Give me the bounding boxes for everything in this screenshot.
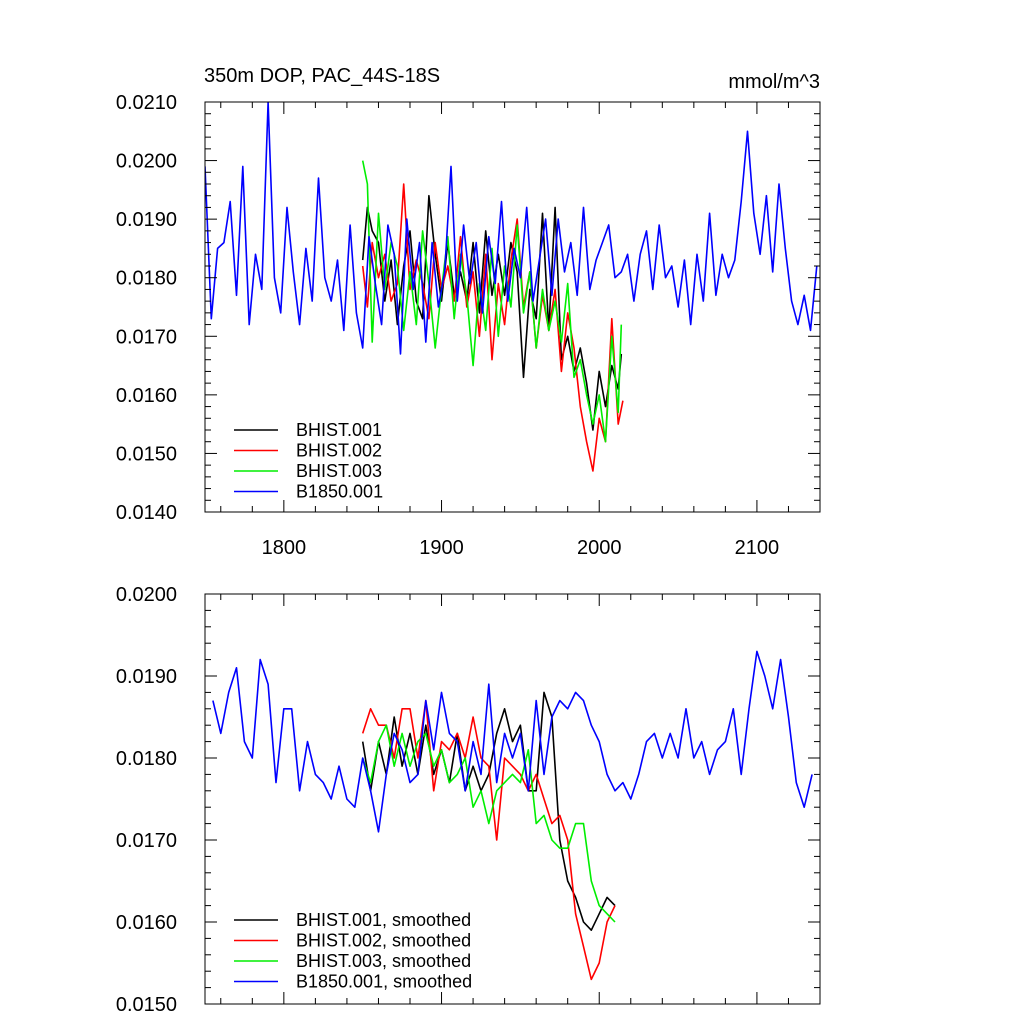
plot-frame bbox=[204, 101, 821, 513]
y-tick-label: 0.0190 bbox=[116, 209, 177, 231]
y-tick-label: 0.0200 bbox=[116, 584, 177, 606]
series-line bbox=[212, 650, 813, 833]
series-line bbox=[361, 194, 623, 431]
y-tick-label: 0.0180 bbox=[116, 268, 177, 290]
y-tick-label: 0.0140 bbox=[116, 502, 177, 524]
legend-label: B1850.001, smoothed bbox=[296, 972, 472, 992]
y-tick-label: 0.0160 bbox=[116, 385, 177, 407]
legend-label: BHIST.001, smoothed bbox=[296, 910, 471, 930]
series-line bbox=[361, 691, 616, 932]
series-line bbox=[361, 724, 616, 923]
series-group bbox=[205, 102, 818, 472]
legend-label: BHIST.002, smoothed bbox=[296, 931, 471, 951]
y-tick-label: 0.0150 bbox=[116, 994, 177, 1016]
series-group bbox=[212, 650, 813, 981]
y-tick-label: 0.0170 bbox=[116, 830, 177, 852]
units-label: mmol/m^3 bbox=[728, 71, 820, 93]
legend-label: B1850.001 bbox=[296, 482, 383, 502]
bottom-panel: 0.0150 0.0160 0.0170 0.0180 0.0190 0.0200 BHI… bbox=[116, 584, 821, 1016]
y-tick-label: 0.0160 bbox=[116, 912, 177, 934]
x-tick-label: 2100 bbox=[735, 537, 780, 559]
y-tick-label: 0.0170 bbox=[116, 326, 177, 348]
top-panel: 350m DOP, PAC_44S-18S mmol/m^3 1800 1900 2… bbox=[116, 65, 821, 559]
legend-label: BHIST.003, smoothed bbox=[296, 951, 471, 971]
x-tick-label: 1900 bbox=[419, 537, 464, 559]
legend-label: BHIST.001 bbox=[296, 420, 382, 440]
x-tick-label: 1800 bbox=[262, 537, 307, 559]
panel-title: 350m DOP, PAC_44S-18S bbox=[204, 65, 440, 87]
x-tick-label: 2000 bbox=[577, 537, 622, 559]
legend-label: BHIST.003 bbox=[296, 461, 382, 481]
y-tick-label: 0.0180 bbox=[116, 748, 177, 770]
plot-frame bbox=[204, 593, 821, 1005]
series-line bbox=[361, 160, 623, 443]
series-line bbox=[205, 102, 818, 355]
legend-label: BHIST.002 bbox=[296, 441, 382, 461]
y-tick-label: 0.0190 bbox=[116, 666, 177, 688]
axes: 0.0150 0.0160 0.0170 0.0180 0.0190 0.0200 bbox=[116, 584, 821, 1016]
axes: 1800 1900 2000 2100 0.0140 0.0150 0.0160 0.0170… bbox=[116, 92, 821, 559]
series-line bbox=[361, 699, 616, 981]
y-tick-label: 0.0200 bbox=[116, 151, 177, 173]
y-tick-label: 0.0210 bbox=[116, 92, 177, 114]
y-tick-label: 0.0150 bbox=[116, 443, 177, 465]
series-line bbox=[361, 183, 624, 472]
